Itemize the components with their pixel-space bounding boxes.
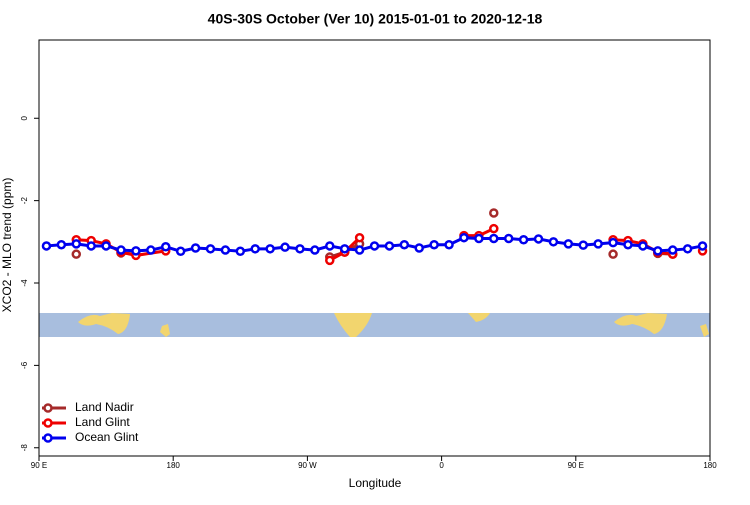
point [623, 239, 633, 250]
point [56, 239, 67, 250]
point [101, 241, 111, 251]
point [489, 233, 499, 244]
legend-label: Land Glint [75, 415, 130, 429]
point [116, 245, 126, 255]
point [444, 239, 454, 250]
point [280, 242, 290, 252]
point [414, 243, 424, 253]
point [638, 241, 648, 251]
point [205, 244, 216, 254]
legend-label: Land Nadir [75, 400, 134, 414]
y-axis-label: XCO2 - MLO trend (ppm) [0, 178, 14, 313]
y-tick-label: 0 [20, 115, 29, 120]
point [474, 233, 484, 244]
legend-label: Ocean Glint [75, 430, 139, 444]
point [682, 244, 693, 254]
point [265, 244, 275, 254]
point [220, 245, 231, 255]
y-tick-label: -2 [20, 197, 29, 205]
point [175, 246, 186, 257]
point [593, 239, 603, 249]
point [339, 244, 350, 254]
point [384, 241, 395, 251]
point [131, 246, 141, 256]
point [459, 232, 469, 243]
point [533, 234, 544, 244]
point [429, 239, 439, 250]
point [354, 232, 365, 243]
x-tick-label: 90 E [568, 461, 584, 470]
point [86, 241, 96, 251]
point [190, 243, 201, 253]
point [518, 235, 529, 245]
point [578, 240, 589, 250]
point [71, 239, 82, 249]
point [369, 241, 380, 251]
point [354, 245, 365, 255]
x-tick-label: 180 [703, 461, 717, 470]
legend-marker [43, 403, 53, 413]
point [250, 244, 260, 254]
chart-title: 40S-30S October (Ver 10) 2015-01-01 to 2… [208, 11, 543, 27]
legend-marker [43, 433, 53, 443]
y-tick-label: -8 [20, 444, 29, 452]
point [325, 255, 335, 266]
x-tick-label: 180 [167, 461, 181, 470]
y-tick-label: -6 [20, 361, 29, 369]
map-strip [39, 313, 710, 337]
point [489, 223, 499, 234]
legend-marker [43, 418, 53, 428]
point [399, 239, 410, 250]
point [310, 245, 320, 255]
point [160, 242, 171, 252]
point [667, 245, 678, 255]
point [295, 244, 305, 254]
point [653, 246, 663, 256]
point [71, 249, 82, 259]
point [608, 237, 618, 248]
plot-frame [38, 39, 711, 457]
point [41, 241, 52, 251]
point [608, 249, 618, 259]
point [697, 241, 708, 251]
point [325, 241, 335, 251]
point [489, 208, 499, 218]
x-tick-label: 90 W [298, 461, 317, 470]
x-axis-label: Longitude [349, 476, 402, 490]
point [503, 233, 514, 244]
point [235, 246, 246, 257]
point [548, 237, 559, 247]
point [563, 239, 574, 249]
y-tick-label: -4 [20, 279, 29, 287]
point [146, 245, 156, 255]
x-tick-label: 90 E [31, 461, 47, 470]
x-tick-label: 0 [439, 461, 444, 470]
